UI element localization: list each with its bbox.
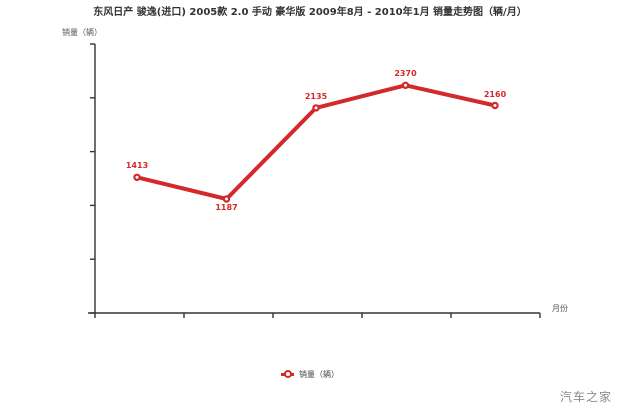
data-point-label: 2160 bbox=[483, 89, 507, 99]
data-point-label: 2370 bbox=[394, 69, 417, 79]
y-axis-label: 销量（辆） bbox=[62, 28, 102, 37]
x-axis-ticks bbox=[94, 313, 541, 318]
chart-title: 东风日产 骏逸(进口) 2005款 2.0 手动 豪华版 2009年8月 - 2… bbox=[93, 7, 527, 18]
data-point-label: 1187 bbox=[215, 203, 238, 212]
data-point-label: 2135 bbox=[304, 91, 328, 101]
data-point-label: 1413 bbox=[125, 161, 149, 171]
y-axis-ticks bbox=[90, 43, 95, 314]
data-point-marker bbox=[401, 81, 410, 90]
legend-label: 销量（辆） bbox=[299, 370, 339, 379]
data-point-marker bbox=[312, 104, 320, 112]
x-axis-label: 月份 bbox=[552, 304, 568, 313]
data-point-marker bbox=[491, 101, 499, 110]
watermark: 汽车之家 bbox=[559, 390, 612, 404]
series-markers bbox=[133, 81, 499, 203]
data-point-marker bbox=[133, 173, 141, 181]
data-point-marker bbox=[222, 195, 231, 203]
series-line bbox=[135, 83, 497, 201]
legend-marker-icon bbox=[281, 368, 294, 381]
chart-legend: 销量（辆） bbox=[0, 368, 620, 381]
